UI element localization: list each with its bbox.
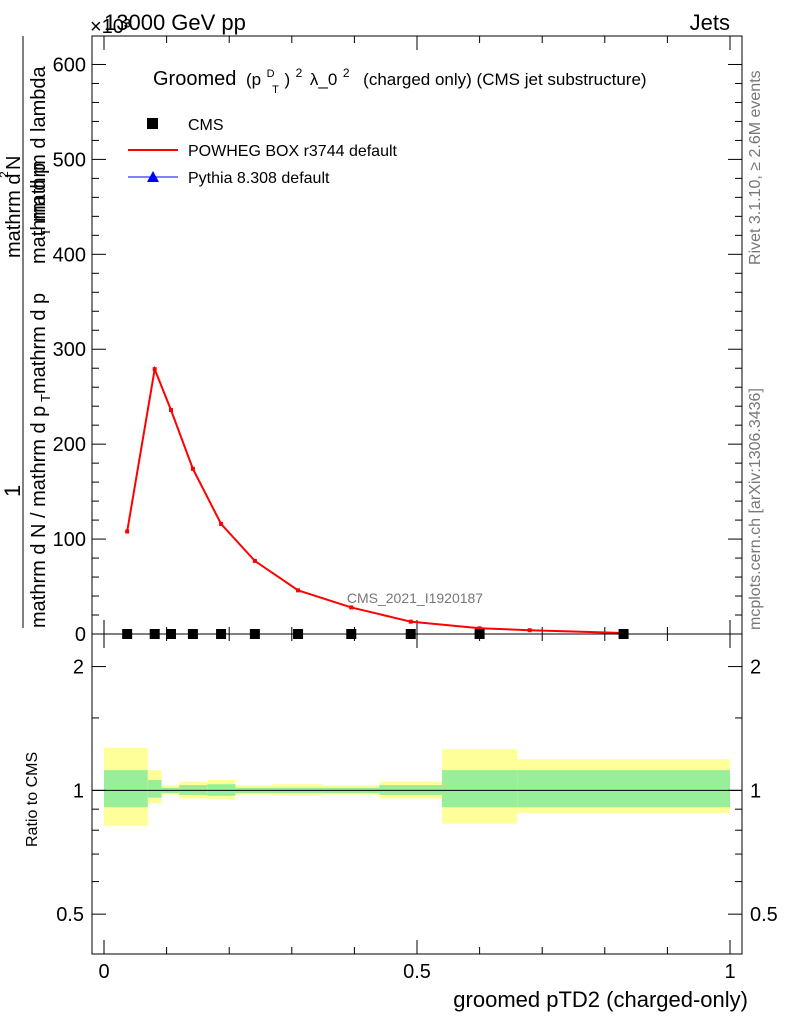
ratio-x-tick-label: 1 [724,961,735,983]
main-y-axis-label: 1 mathrm d N / mathrm d p T mathrm d p m… [0,36,53,628]
main-y-ticks: 0 100 200 300 400 500 600 [53,36,742,646]
ratio-y-axis-label: Ratio to CMS [24,752,41,847]
y-label-frac-numer-n: N [3,156,25,170]
y-label-frac-denom-sub: T [38,228,53,236]
legend-pythia-marker [147,171,159,182]
ratio-x-axis-label: groomed pTD2 (charged-only) [453,987,748,1012]
y-label-frac-numer-sup: 2 [0,171,11,178]
y-label-numerator: 1 [0,485,25,497]
ratio-inner-band [442,770,518,808]
ratio-y-tick-label-right: 2 [750,657,761,679]
legend-powheg-label: POWHEG BOX r3744 default [188,143,398,160]
powheg-point [125,529,130,534]
ratio-inner-band [517,770,730,808]
powheg-point [408,619,413,624]
ratio-x-tick-label: 0.5 [403,961,431,983]
title-sub-t: T [272,84,279,96]
legend-pythia-label: Pythia 8.308 default [188,170,330,187]
title-lambda: λ_0 [310,70,337,89]
mcplots-label: mcplots.cern.ch [arXiv:1306.3436] [747,388,764,630]
title-sup-2: 2 [296,66,303,80]
legend: CMS POWHEG BOX r3744 default Pythia 8.30… [128,117,398,187]
main-y-tick-label: 100 [53,529,86,551]
main-plot: 0 100 200 300 400 500 600 Groomed (p D T ) 2 λ… [53,35,743,646]
main-title: Groomed (p D T ) 2 λ_0 2 (charged only) … [153,60,647,98]
powheg-line [126,365,624,635]
y-label-denom-2: mathrm d p [28,293,50,394]
legend-cms-label: CMS [188,117,224,134]
ratio-plot: 0.5 0.51 12 2 0 0.5 1 [56,633,778,983]
title-sup-d: D [267,68,275,80]
powheg-point [252,558,257,563]
energy-label: 13000 GeV pp [104,10,246,35]
ratio-y-tick-label-right: 1 [750,780,761,802]
powheg-point [477,626,482,631]
powheg-point [219,521,224,526]
main-y-tick-label: 400 [53,244,86,266]
y-label-frac-numer: mathrm d [3,174,25,258]
category-label: Jets [690,10,730,35]
ratio-bands [104,747,730,826]
y-label-frac-denom-tail: mathrm d lambda [28,66,50,222]
exponent-label: ×10³ [90,16,131,38]
ratio-inner-band [147,779,162,798]
powheg-point [296,588,301,593]
main-y-tick-label: 600 [53,54,86,76]
powheg-point [152,367,157,372]
powheg-point [349,605,354,610]
rivet-label: Rivet 3.1.10, ≥ 2.6M events [747,70,764,265]
powheg-point [168,407,173,412]
main-y-tick-label: 0 [75,624,86,646]
ratio-y-tick-label: 2 [73,657,84,679]
title-suffix: (charged only) (CMS jet substructure) [363,70,646,89]
ratio-y-ticks: 0.5 0.5 1 1 2 2 [56,657,778,927]
ratio-x-tick-label: 0 [98,961,109,983]
legend-cms-marker [147,118,158,129]
y-label-frac-denom: mathrm d p [28,163,50,264]
main-y-tick-label: 500 [53,149,86,171]
ratio-inner-band [104,770,148,808]
title-close: ) [284,70,290,89]
title-sup-2b: 2 [343,66,350,80]
powheg-point [190,466,195,471]
ratio-y-tick-label: 0.5 [56,904,84,926]
powheg-point [527,628,532,633]
ratio-x-ticks: 0 0.5 1 [98,634,736,983]
title-prefix: Groomed [153,68,236,90]
watermark: CMS_2021_I1920187 [347,590,483,606]
ratio-y-tick-label-right: 0.5 [750,904,778,926]
title-open: (p [246,70,261,89]
main-y-tick-label: 300 [53,339,86,361]
y-label-denom-1: mathrm d N / mathrm d p [28,406,50,628]
main-y-tick-label: 200 [53,434,86,456]
ratio-y-tick-label: 1 [73,780,84,802]
y-label-sub-t: T [38,394,53,402]
